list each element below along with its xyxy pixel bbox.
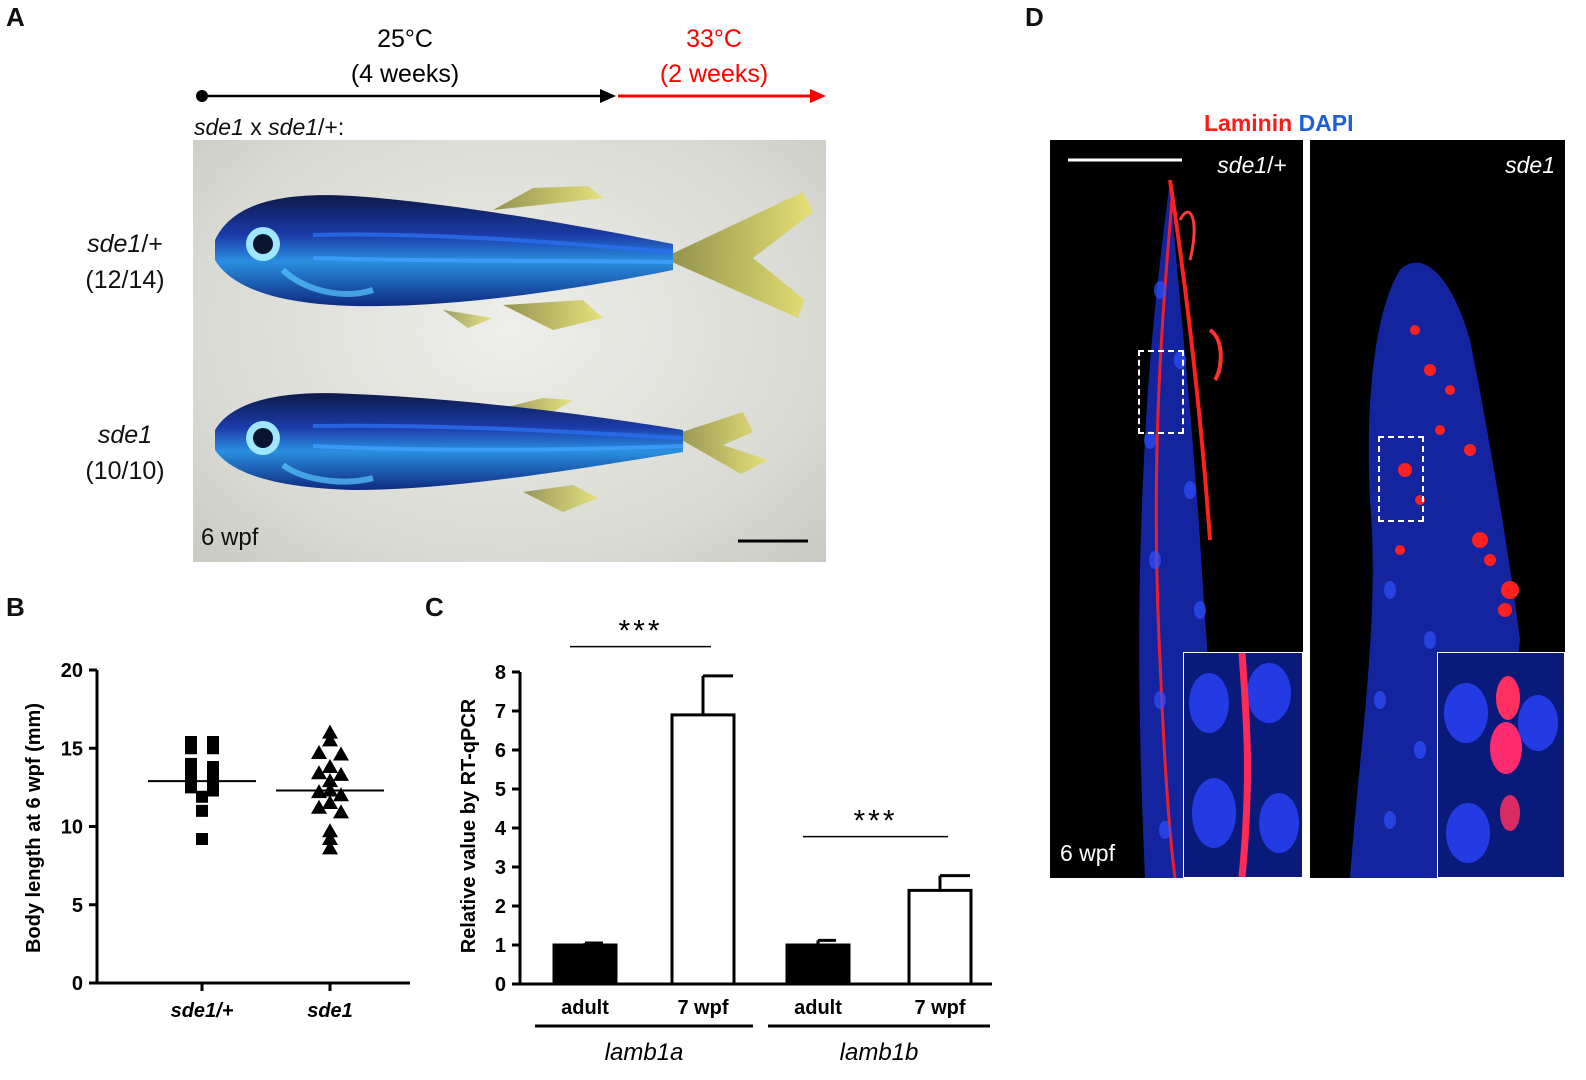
zebrafish-photo: 6 wpf <box>193 140 826 562</box>
chart-c-y-tick-label: 2 <box>495 896 506 918</box>
micrograph-stage-label: 6 wpf <box>1060 840 1115 866</box>
zoom-inset-heterozygous <box>1183 652 1303 878</box>
cross-label: sde1 x sde1/+: <box>194 114 344 141</box>
photo-stage-label: 6 wpf <box>201 524 259 551</box>
chart-b-point-triangle <box>333 746 349 761</box>
zoom-region-box <box>1138 350 1184 434</box>
chart-b-point-triangle <box>333 766 349 781</box>
stain-dapi-label: DAPI <box>1298 110 1354 136</box>
chart-b-point-square <box>196 804 208 817</box>
fish-label-genotype: sde1 <box>87 230 142 258</box>
zoom-inset-heterozygous-image <box>1184 653 1302 877</box>
chart-c-significance-label: *** <box>618 615 662 648</box>
chart-b-point-triangle <box>322 823 338 838</box>
chart-c-group-label: lamb1b <box>840 1039 919 1066</box>
chart-c-y-tick-label: 4 <box>495 818 507 840</box>
chart-b-point-triangle <box>322 773 338 788</box>
chart-b-point-triangle <box>322 795 338 810</box>
chart-b-x-tick-label: sde1 <box>307 1000 353 1022</box>
chart-b-point-triangle <box>311 744 327 759</box>
fish-mutant <box>215 393 768 512</box>
zebrafish-illustration <box>215 186 813 543</box>
micrograph-left-genotype-name: sde1 <box>1217 152 1268 178</box>
chart-c-x-tick-label: adult <box>794 997 842 1019</box>
cross-genotype-1: sde1 <box>194 114 244 140</box>
stain-legend: Laminin DAPI <box>1204 110 1354 137</box>
body-length-scatter-chart: Body length at 6 wpf (mm) 0 5 10 15 20 sde1/+… <box>23 660 410 1022</box>
timeline-phase2-arrowhead <box>810 89 826 103</box>
fish-label-count: (10/10) <box>85 457 165 485</box>
chart-c-x-tick-label: adult <box>561 997 609 1019</box>
chart-b-point-triangle <box>333 804 349 819</box>
chart-b-point-square <box>185 762 197 775</box>
chart-b-point-square <box>207 742 219 755</box>
fish-label-mutant: sde1 (10/10) <box>60 417 190 489</box>
chart-c-y-tick-label: 8 <box>495 662 506 684</box>
chart-b-point-square <box>185 781 197 794</box>
chart-c-bar <box>670 713 736 986</box>
timeline-phase1-arrowhead <box>600 89 616 103</box>
fish-label-genotype: sde1 <box>97 421 153 449</box>
chart-b-point-square <box>207 784 219 797</box>
chart-b-point-triangle <box>322 724 338 739</box>
chart-b-point-square <box>185 742 197 755</box>
chart-c-x-tick-label: 7 wpf <box>677 997 728 1019</box>
chart-c-y-axis-label: Relative value by RT-qPCR <box>458 698 480 953</box>
chart-b-point-triangle <box>333 787 349 802</box>
fish-heterozygous <box>215 186 813 330</box>
fish-label-heterozygous: sde1/+ (12/14) <box>60 226 190 298</box>
chart-b-y-tick-label: 20 <box>61 660 83 682</box>
rt-qpcr-bar-chart: Relative value by RT-qPCR 0 1 2 3 4 5 6 7 8 adult… <box>458 615 992 1066</box>
micrograph-left-genotype: sde1/+ <box>1217 152 1287 179</box>
chart-b-point-triangle <box>322 831 338 846</box>
chart-b-y-tick-label: 15 <box>61 738 83 760</box>
temperature-timeline: 25°C (4 weeks) 33°C (2 weeks) <box>196 25 826 103</box>
chart-b-y-axis-label: Body length at 6 wpf (mm) <box>23 703 45 953</box>
phase2-duration: (2 weeks) <box>660 60 768 88</box>
fish-label-suffix: /+ <box>141 230 163 258</box>
chart-c-y-tick-label: 0 <box>495 974 506 996</box>
chart-b-y-tick-label: 0 <box>72 973 83 995</box>
chart-b-x-tick-label: sde1/+ <box>171 1000 234 1022</box>
chart-c-y-tick-label: 5 <box>495 779 506 801</box>
chart-c-bar <box>785 943 851 986</box>
micrograph-heterozygous: sde1/+ 6 wpf <box>1050 140 1303 878</box>
panel-label-b: B <box>6 592 25 622</box>
micrograph-mutant: sde1 <box>1310 140 1565 878</box>
chart-b-y-tick-label: 10 <box>61 817 83 839</box>
chart-b-y-tick-label: 5 <box>72 895 83 917</box>
panel-label-d: D <box>1025 2 1044 32</box>
zoom-inset-mutant-image <box>1438 653 1564 877</box>
cross-suffix: /+: <box>318 114 345 140</box>
stain-laminin-label: Laminin <box>1204 110 1293 136</box>
cross-x: x <box>243 114 269 140</box>
chart-c-y-tick-label: 1 <box>495 935 506 957</box>
fish-label-count: (12/14) <box>85 266 165 294</box>
cross-genotype-2: sde1 <box>268 114 319 140</box>
zoom-inset-mutant <box>1437 652 1565 878</box>
chart-b-point-triangle <box>322 840 338 855</box>
chart-b-point-triangle <box>322 732 338 747</box>
chart-b-point-triangle <box>311 765 327 780</box>
chart-c-bar <box>907 888 973 986</box>
chart-c-significance-label: *** <box>853 805 897 838</box>
chart-c-x-tick-label: 7 wpf <box>914 997 965 1019</box>
phase1-duration: (4 weeks) <box>351 60 459 88</box>
zoom-region-box <box>1378 436 1424 522</box>
micrograph-right-genotype: sde1 <box>1505 152 1555 178</box>
chart-b-point-triangle <box>311 799 327 814</box>
chart-c-y-tick-label: 7 <box>495 701 506 723</box>
panel-label-a: A <box>6 2 25 32</box>
panel-label-c: C <box>425 592 444 622</box>
chart-c-group-label: lamb1a <box>605 1039 684 1066</box>
chart-b-point-triangle <box>322 759 338 774</box>
chart-b-point-square <box>196 790 208 803</box>
chart-c-y-tick-label: 6 <box>495 740 506 762</box>
micrograph-left-genotype-suffix: /+ <box>1267 152 1287 178</box>
chart-c-y-tick-label: 3 <box>495 857 506 879</box>
chart-b-point-square <box>196 833 208 846</box>
chart-c-bar <box>552 943 618 986</box>
phase1-temperature: 25°C <box>377 25 433 53</box>
phase2-temperature: 33°C <box>686 25 742 53</box>
